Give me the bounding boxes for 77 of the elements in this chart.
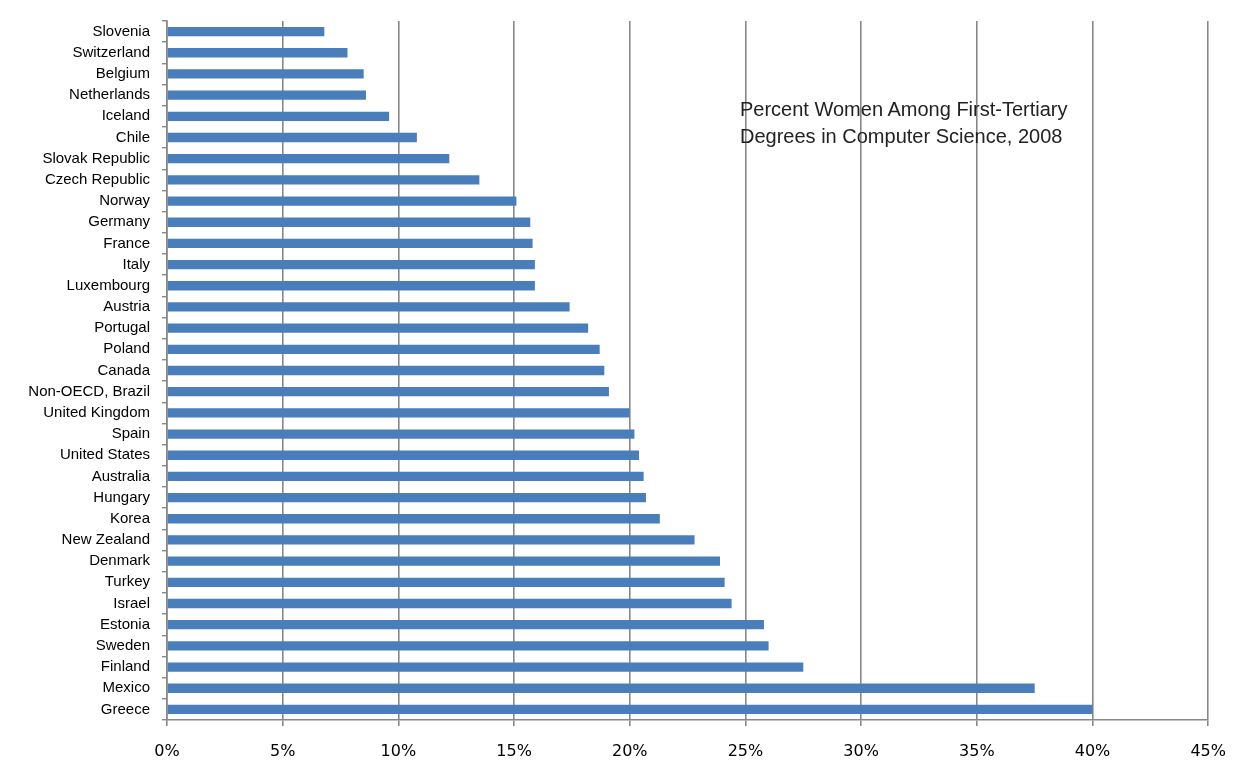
bar [167, 259, 535, 270]
bar [167, 387, 609, 397]
bar [167, 281, 535, 291]
x-tick-label: 20% [611, 740, 648, 760]
bar [167, 471, 644, 482]
y-tick-label: Germany [88, 212, 151, 230]
bar [167, 154, 450, 164]
bar [167, 196, 517, 206]
bar [167, 175, 480, 185]
bar [167, 217, 531, 227]
x-tick-label: 35% [959, 740, 995, 760]
bar [167, 408, 630, 418]
y-tick-label: Slovak Republic [42, 148, 151, 166]
bar [167, 429, 635, 439]
x-tick-label: 0% [154, 740, 180, 760]
y-tick-label: France [103, 233, 150, 251]
y-tick-label: Poland [103, 339, 150, 357]
y-tick-label: Finland [100, 657, 150, 675]
bar [167, 365, 605, 376]
y-tick-label: Slovenia [92, 21, 151, 39]
text: Percent Women Among First-Tertiary Degrees in Computer Science, 2008 [740, 97, 1069, 149]
y-tick-label: Non-OECD, Brazil [28, 381, 150, 399]
bar [167, 492, 646, 503]
bar [167, 556, 720, 566]
x-tick-label: 5% [270, 740, 296, 760]
y-tick-label: Luxembourg [66, 275, 150, 293]
bar [167, 598, 732, 609]
y-tick-label: Chile [115, 127, 150, 145]
bar [167, 535, 695, 545]
bar [167, 26, 325, 37]
y-tick-label: Israel [113, 593, 150, 611]
y-tick-label: New Zealand [61, 530, 150, 548]
y-tick-label: Portugal [94, 318, 150, 336]
y-tick-label: Canada [97, 360, 151, 378]
bar [167, 641, 769, 651]
bar [167, 662, 804, 672]
bar [167, 132, 417, 143]
bar [167, 704, 1093, 715]
y-tick-label: Turkey [104, 572, 151, 590]
bar [167, 344, 600, 354]
x-tick-label: 10% [380, 740, 417, 760]
bar [167, 238, 533, 249]
bar [167, 323, 589, 333]
x-tick-label: 15% [496, 740, 532, 760]
bar [167, 90, 366, 100]
y-tick-label: Hungary [93, 487, 151, 505]
bar [167, 514, 660, 524]
y-tick-label: Italy [122, 254, 151, 272]
y-tick-label: Denmark [89, 551, 151, 569]
bar [167, 48, 348, 58]
y-tick-label: Sweden [95, 636, 150, 653]
x-tick-label: 30% [843, 740, 879, 760]
y-tick-label: Czech Republic [44, 170, 151, 187]
y-tick-label: United Kingdom [43, 403, 150, 420]
y-tick-label: Estonia [99, 614, 151, 632]
y-tick-label: Iceland [101, 106, 150, 124]
bar [167, 302, 570, 312]
y-tick-label: Belgium [95, 64, 150, 82]
y-tick-label: Mexico [102, 678, 150, 696]
x-tick-label: 25% [727, 740, 764, 760]
x-tick-label: 40% [1074, 740, 1111, 760]
y-tick-label: Austria [103, 297, 151, 315]
y-tick-label: Netherlands [69, 85, 150, 103]
y-tick-label: Spain [111, 424, 150, 442]
y-tick-label: Australia [91, 466, 151, 484]
bar [167, 577, 725, 587]
x-tick-label: 45% [1190, 740, 1226, 760]
y-tick-label: Norway [99, 191, 151, 209]
bar [167, 450, 640, 460]
bar [167, 620, 764, 630]
y-tick-label: Greece [100, 699, 150, 717]
bar [167, 69, 364, 79]
y-tick-label: United States [59, 445, 150, 463]
bar [167, 683, 1035, 693]
bar [167, 111, 390, 121]
y-tick-label: Switzerland [72, 42, 150, 60]
y-tick-label: Korea [109, 508, 151, 526]
